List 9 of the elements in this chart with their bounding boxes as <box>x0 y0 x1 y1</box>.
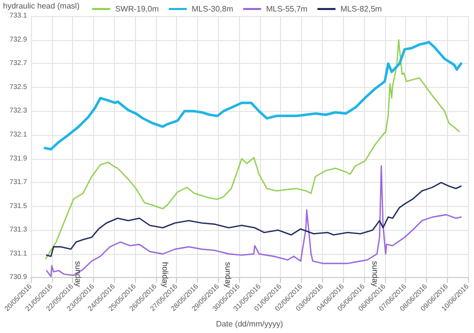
legend-label: MLS-55,7m <box>266 4 308 14</box>
line-series <box>44 40 462 150</box>
line-series <box>45 39 460 260</box>
y-axis-title: hydraulic head (masl) <box>3 2 80 10</box>
x-axis-title: Date (dd/mm/yyyy) <box>216 320 284 328</box>
line-series <box>46 182 462 257</box>
legend-label: SWR-19,0m <box>115 4 160 14</box>
legend-label: MLS-30,8m <box>192 4 234 14</box>
legend-label: MLS-82,5m <box>340 4 382 14</box>
